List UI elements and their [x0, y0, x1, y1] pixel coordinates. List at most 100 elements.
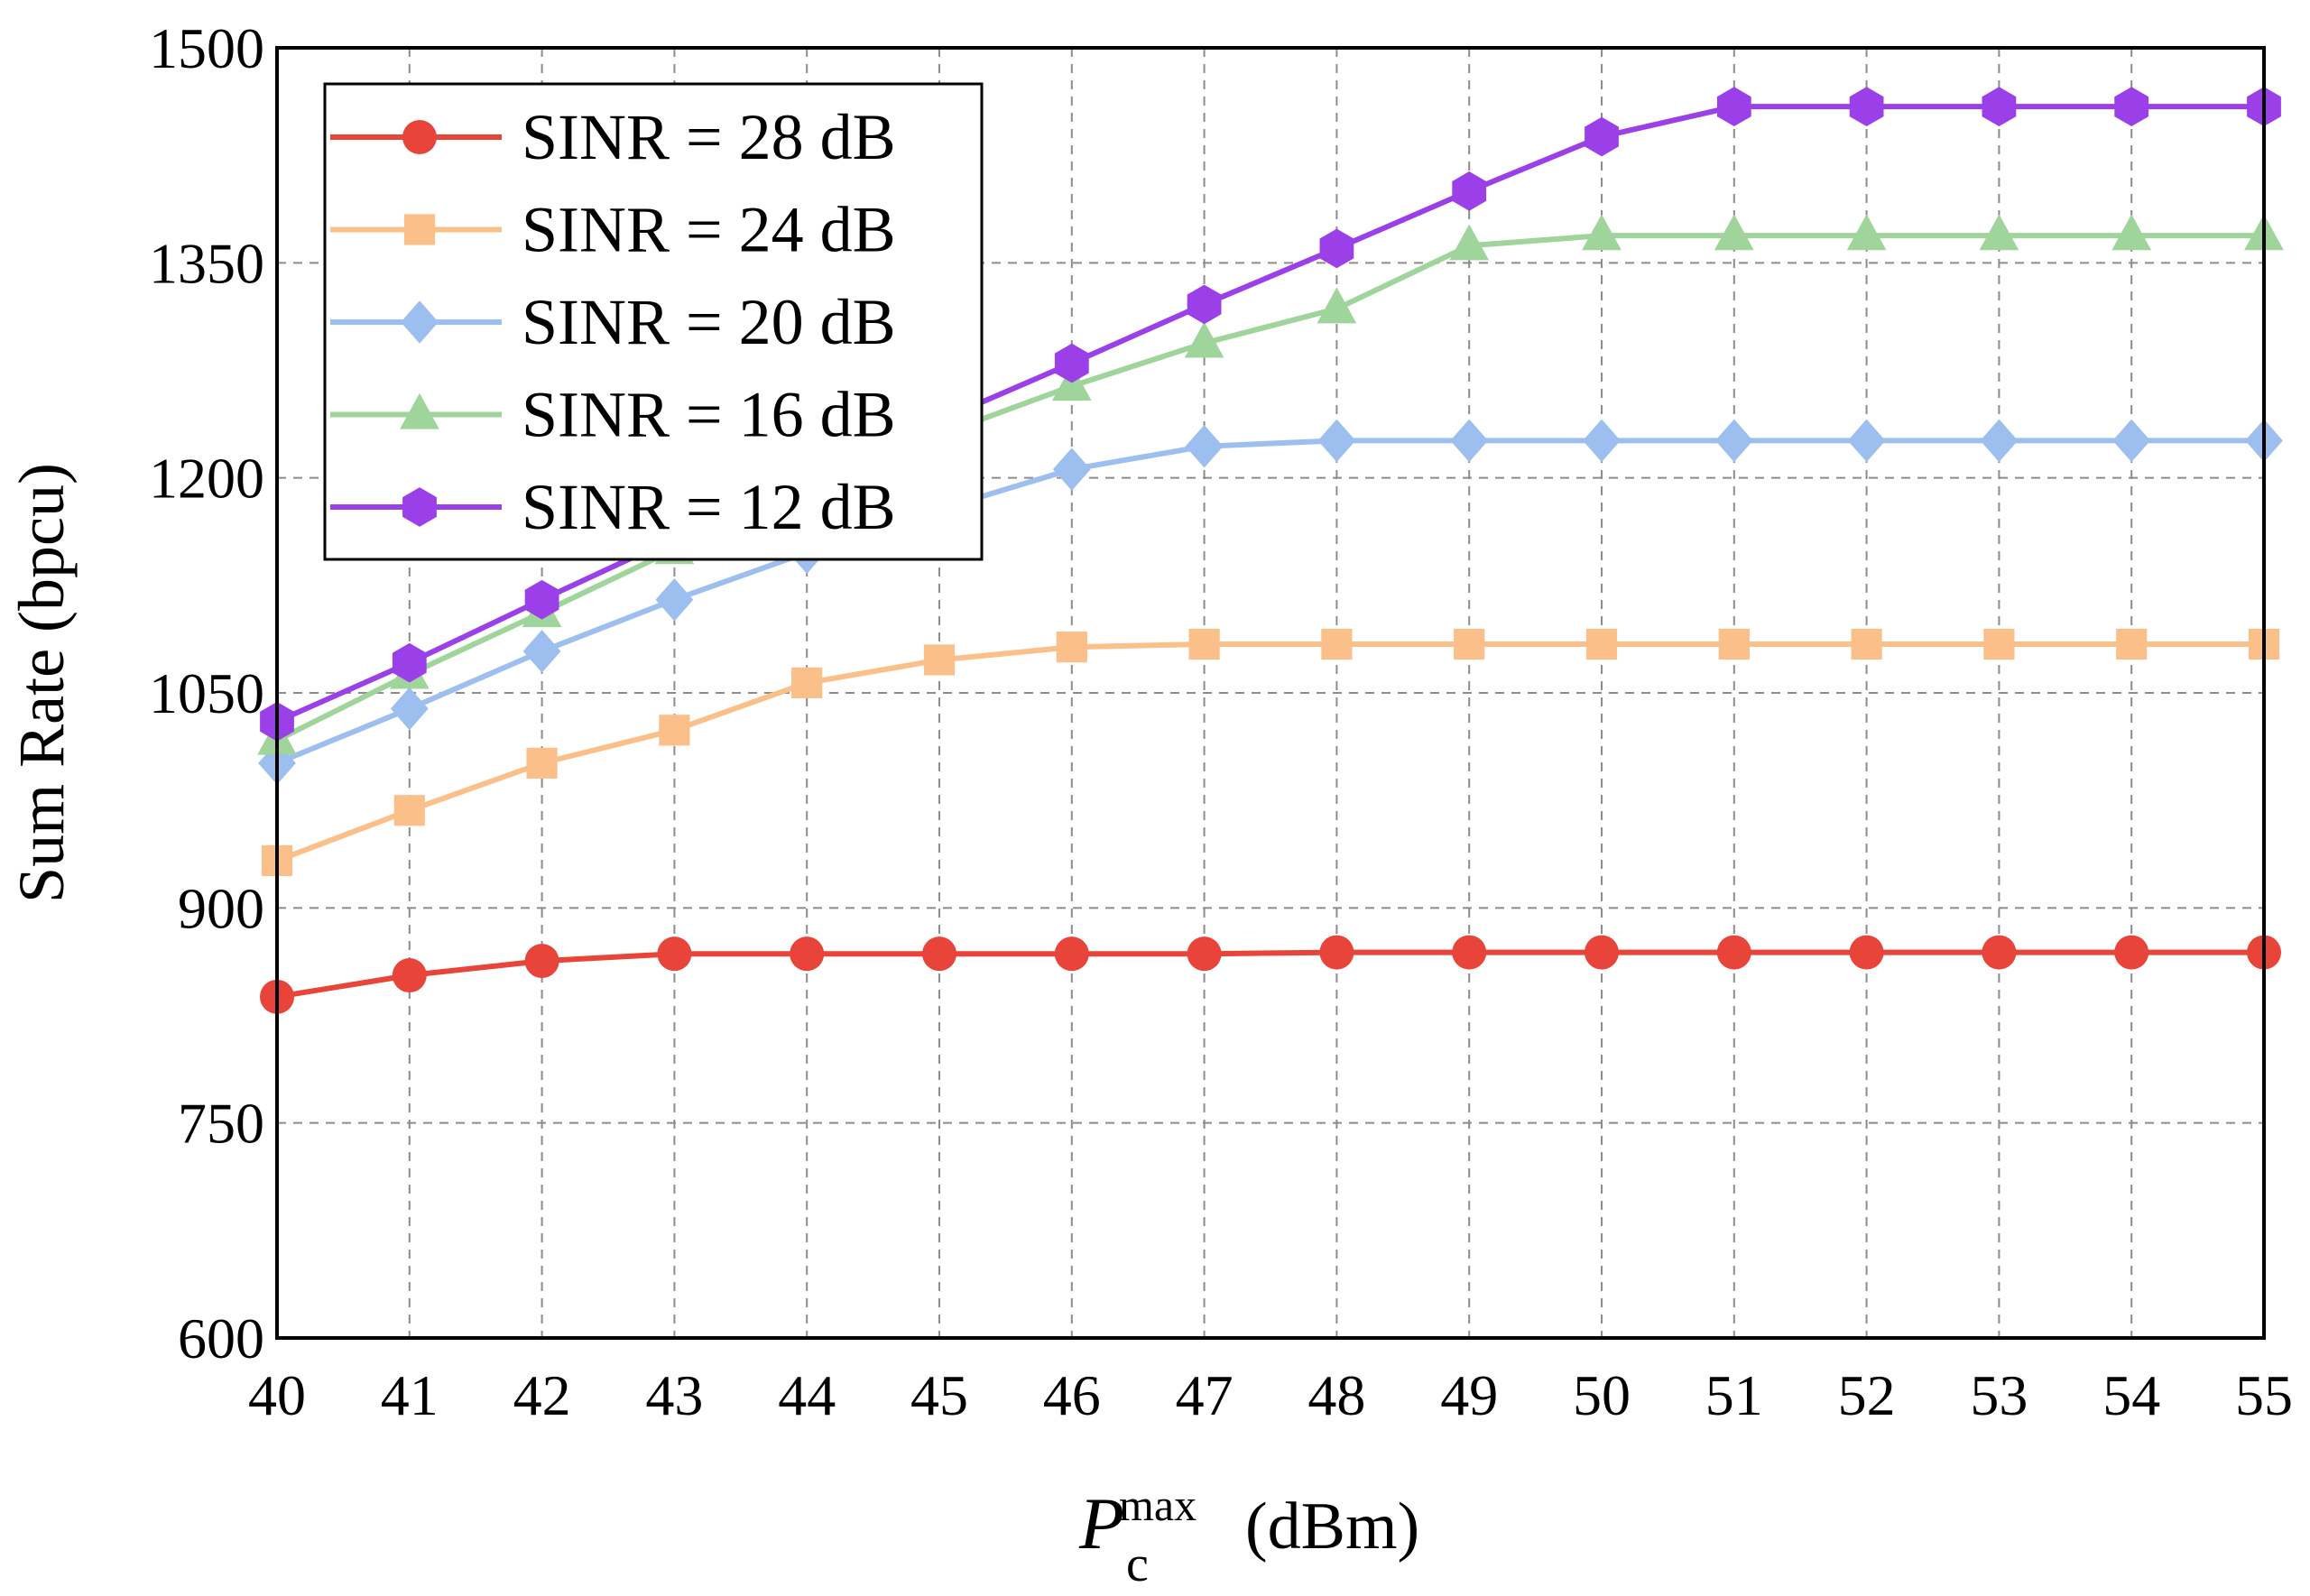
x-tick-label-46: 46	[1043, 1363, 1101, 1427]
data-point-4-2	[524, 579, 559, 620]
y-axis-title: Sum Rate (bpcu)	[5, 463, 78, 903]
x-tick-label-44: 44	[778, 1363, 836, 1427]
data-point-3-14	[2111, 214, 2152, 251]
data-point-0-13	[1982, 935, 2017, 970]
series-line-1	[275, 641, 2264, 863]
legend-marker-2	[401, 300, 439, 344]
data-point-2-6	[1052, 447, 1091, 491]
y-tick-label-600: 600	[178, 1306, 264, 1370]
data-point-3-9	[1449, 224, 1490, 261]
data-point-3-13	[1979, 214, 2019, 251]
data-point-0-6	[1054, 936, 1089, 972]
x-tick-label-54: 54	[2102, 1363, 2160, 1427]
series-lines	[257, 87, 2284, 1014]
data-point-0-5	[922, 936, 956, 972]
data-point-1-8	[1321, 628, 1353, 660]
x-tick-labels: 40 41 42 43 44 45 46 47 48 49 50 51 52 53 54 55	[248, 1363, 2293, 1427]
data-point-4-6	[1054, 343, 1089, 383]
legend-item-4: SINR = 12 dB	[330, 471, 896, 543]
y-tick-labels: 600 750 900 1050 1200 1350 1500	[149, 16, 264, 1370]
data-point-4-11	[1716, 87, 1751, 126]
y-tick-label-1050: 1050	[149, 661, 264, 725]
data-point-0-1	[392, 958, 427, 993]
data-point-0-4	[790, 936, 825, 972]
x-tick-label-42: 42	[513, 1363, 571, 1427]
data-point-1-9	[1454, 628, 1485, 660]
data-point-2-12	[1847, 419, 1886, 463]
y-tick-label-750: 750	[178, 1092, 264, 1156]
data-point-4-13	[1982, 87, 2017, 126]
data-point-0-9	[1452, 935, 1487, 970]
legend-item-1: SINR = 24 dB	[330, 194, 896, 266]
data-point-4-8	[1319, 228, 1354, 269]
series-1	[261, 628, 2280, 876]
x-tick-label-52: 52	[1838, 1363, 1896, 1427]
data-point-1-11	[1718, 628, 1750, 660]
data-point-4-10	[1585, 116, 1619, 157]
x-tick-label-51: 51	[1705, 1363, 1763, 1427]
data-point-2-11	[1714, 419, 1753, 463]
x-axis-symbol: P	[1078, 1482, 1124, 1564]
legend-item-2: SINR = 20 dB	[330, 286, 896, 358]
data-point-0-2	[524, 944, 559, 979]
data-point-2-2	[522, 630, 561, 673]
data-point-1-1	[393, 795, 425, 826]
x-tick-label-53: 53	[1970, 1363, 2028, 1427]
data-point-1-7	[1188, 628, 1220, 660]
data-point-0-8	[1319, 935, 1354, 970]
data-point-3-10	[1582, 214, 1622, 251]
data-point-1-12	[1851, 628, 1882, 660]
legend-item-0: SINR = 28 dB	[330, 101, 896, 173]
legend-label-0: SINR = 28 dB	[522, 101, 896, 173]
data-point-0-7	[1187, 936, 1222, 972]
data-point-0-10	[1585, 935, 1619, 970]
data-point-1-2	[526, 747, 558, 779]
data-point-1-6	[1056, 632, 1087, 663]
data-point-4-7	[1187, 284, 1222, 325]
data-point-1-13	[1983, 628, 2015, 660]
legend-marker-1	[403, 214, 436, 245]
y-tick-label-900: 900	[178, 876, 264, 940]
y-tick-label-1200: 1200	[149, 447, 264, 511]
data-point-2-13	[1980, 419, 2019, 463]
data-point-2-8	[1317, 419, 1356, 463]
data-point-1-5	[923, 644, 956, 676]
data-point-2-10	[1583, 419, 1621, 463]
data-point-0-12	[1849, 935, 1884, 970]
x-tick-label-47: 47	[1176, 1363, 1234, 1427]
series-line-2	[275, 438, 2264, 766]
data-point-2-14	[2112, 419, 2151, 463]
x-tick-label-55: 55	[2235, 1363, 2293, 1427]
data-point-2-3	[655, 577, 694, 622]
data-point-1-14	[2116, 628, 2148, 660]
data-point-0-14	[2114, 935, 2149, 970]
x-tick-label-40: 40	[248, 1363, 306, 1427]
x-axis-title: P max c (dBm)	[1078, 1480, 1419, 1592]
data-point-4-14	[2114, 87, 2149, 126]
x-axis-subscript: c	[1126, 1536, 1149, 1592]
legend-item-3: SINR = 16 dB	[330, 379, 896, 451]
data-point-2-9	[1450, 419, 1489, 463]
data-point-2-1	[390, 687, 429, 731]
data-point-1-10	[1585, 628, 1618, 660]
data-point-4-1	[392, 642, 427, 683]
y-tick-label-1500: 1500	[149, 16, 264, 80]
legend-marker-4	[402, 487, 437, 527]
x-tick-label-49: 49	[1440, 1363, 1498, 1427]
plot-frame	[275, 46, 2266, 1340]
legend: SINR = 28 dB SINR = 24 dB SINR = 20 dB SINR…	[323, 82, 984, 561]
x-tick-label-41: 41	[381, 1363, 439, 1427]
legend-label-3: SINR = 16 dB	[522, 379, 896, 451]
x-axis-superscript: max	[1119, 1480, 1197, 1530]
data-point-3-11	[1714, 214, 1754, 251]
data-point-2-7	[1185, 424, 1224, 468]
series-line-3	[275, 233, 2264, 743]
x-tick-label-50: 50	[1573, 1363, 1631, 1427]
data-point-3-12	[1846, 214, 1887, 251]
x-tick-label-45: 45	[910, 1363, 968, 1427]
data-point-4-9	[1452, 171, 1487, 211]
data-point-1-4	[791, 667, 823, 698]
data-point-3-7	[1184, 321, 1224, 358]
data-point-0-11	[1716, 935, 1751, 970]
y-tick-label-1350: 1350	[149, 231, 264, 295]
